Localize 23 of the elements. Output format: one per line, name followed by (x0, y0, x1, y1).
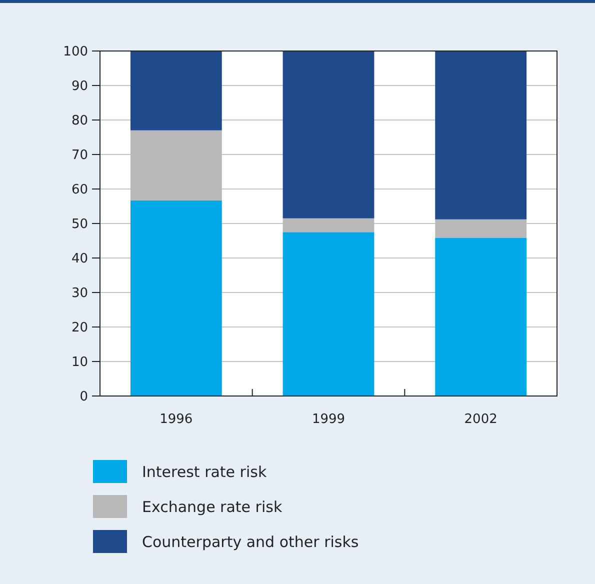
x-tick-label: 1999 (312, 412, 346, 427)
bar (282, 232, 374, 396)
bar (282, 51, 374, 218)
x-tick-label: 1996 (160, 412, 193, 427)
y-tick-label: 40 (71, 252, 88, 267)
legend-label: Exchange rate risk (142, 498, 282, 516)
y-tick-label: 60 (71, 182, 88, 198)
y-tick-label: 80 (71, 114, 88, 129)
legend-label: Interest rate risk (142, 462, 267, 481)
y-tick-label: 70 (71, 148, 88, 164)
bar (130, 200, 222, 396)
y-tick-label: 0 (80, 390, 88, 405)
bar (435, 51, 527, 220)
y-tick-label: 90 (71, 79, 88, 94)
x-tick-label: 2002 (464, 412, 498, 427)
y-tick-label: 100 (63, 44, 88, 60)
y-tick-label: 20 (71, 320, 88, 336)
bar (130, 51, 222, 130)
bar (435, 238, 527, 396)
y-tick-label: 10 (71, 355, 88, 370)
legend-label: Counterparty and other risks (142, 532, 359, 551)
y-tick-label: 50 (71, 217, 88, 232)
y-tick-label: 30 (71, 286, 88, 302)
